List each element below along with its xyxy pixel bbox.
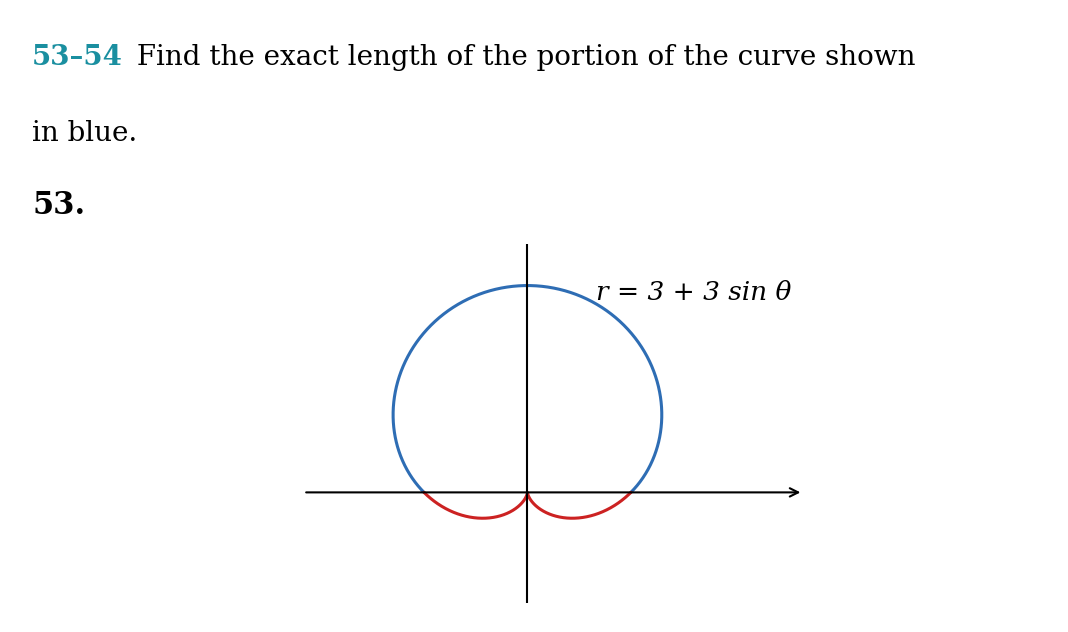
Text: r = 3 + 3 sin θ: r = 3 + 3 sin θ xyxy=(596,280,791,305)
Text: in blue.: in blue. xyxy=(32,120,138,147)
Text: 53–54: 53–54 xyxy=(32,44,123,71)
Text: 53.: 53. xyxy=(32,190,85,221)
Text: Find the exact length of the portion of the curve shown: Find the exact length of the portion of … xyxy=(128,44,915,71)
